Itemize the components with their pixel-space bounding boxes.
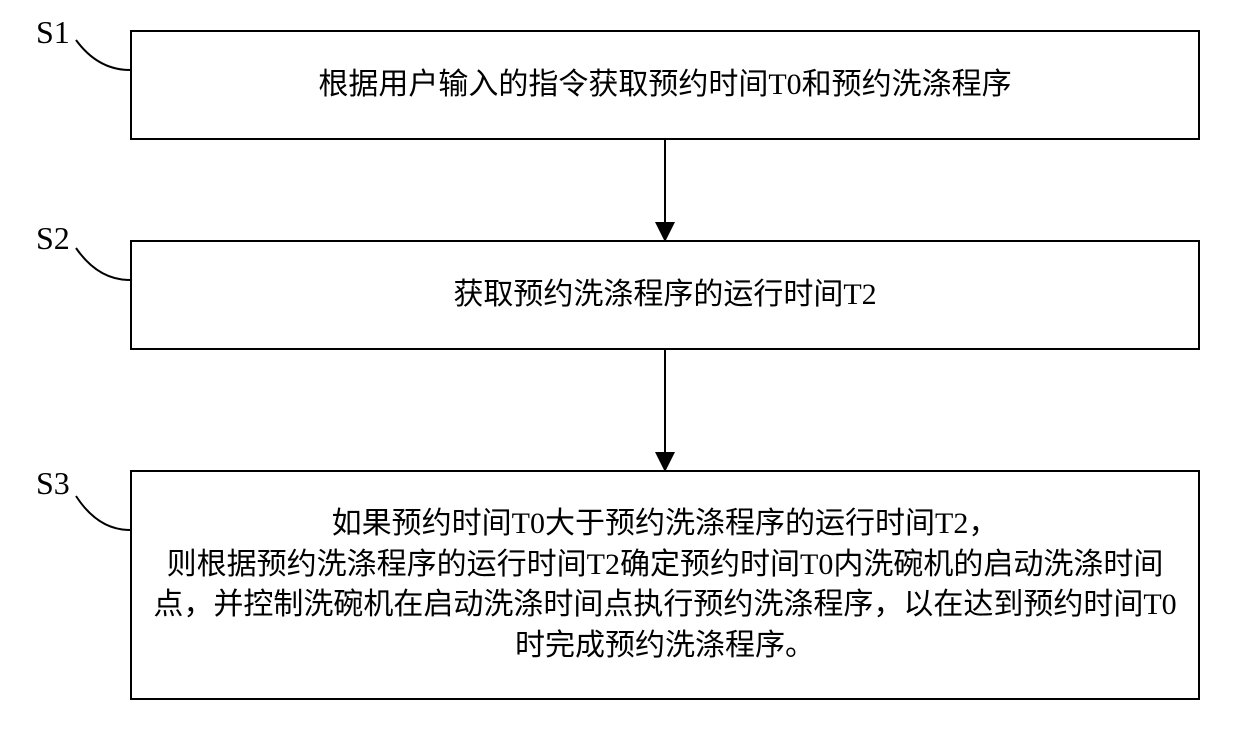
node-s1-text: 根据用户输入的指令获取预约时间T0和预约洗涤程序 xyxy=(318,65,1011,106)
flowchart-node-s2: 获取预约洗涤程序的运行时间T2 xyxy=(130,240,1200,350)
flowchart-node-s3: 如果预约时间T0大于预约洗涤程序的运行时间T2， 则根据预约洗涤程序的运行时间T… xyxy=(130,470,1200,700)
step-label-s1-text: S1 xyxy=(36,14,70,50)
node-s2-text: 获取预约洗涤程序的运行时间T2 xyxy=(453,275,876,316)
step-label-s3-text: S3 xyxy=(36,465,70,501)
step-label-s2: S2 xyxy=(36,220,70,257)
callout-lines xyxy=(76,40,130,530)
node-s3-text: 如果预约时间T0大于预约洗涤程序的运行时间T2， 则根据预约洗涤程序的运行时间T… xyxy=(142,504,1188,666)
flowchart-canvas: 根据用户输入的指令获取预约时间T0和预约洗涤程序 获取预约洗涤程序的运行时间T2… xyxy=(0,0,1240,739)
step-label-s2-text: S2 xyxy=(36,220,70,256)
step-label-s1: S1 xyxy=(36,14,70,51)
flowchart-node-s1: 根据用户输入的指令获取预约时间T0和预约洗涤程序 xyxy=(130,30,1200,140)
step-label-s3: S3 xyxy=(36,465,70,502)
